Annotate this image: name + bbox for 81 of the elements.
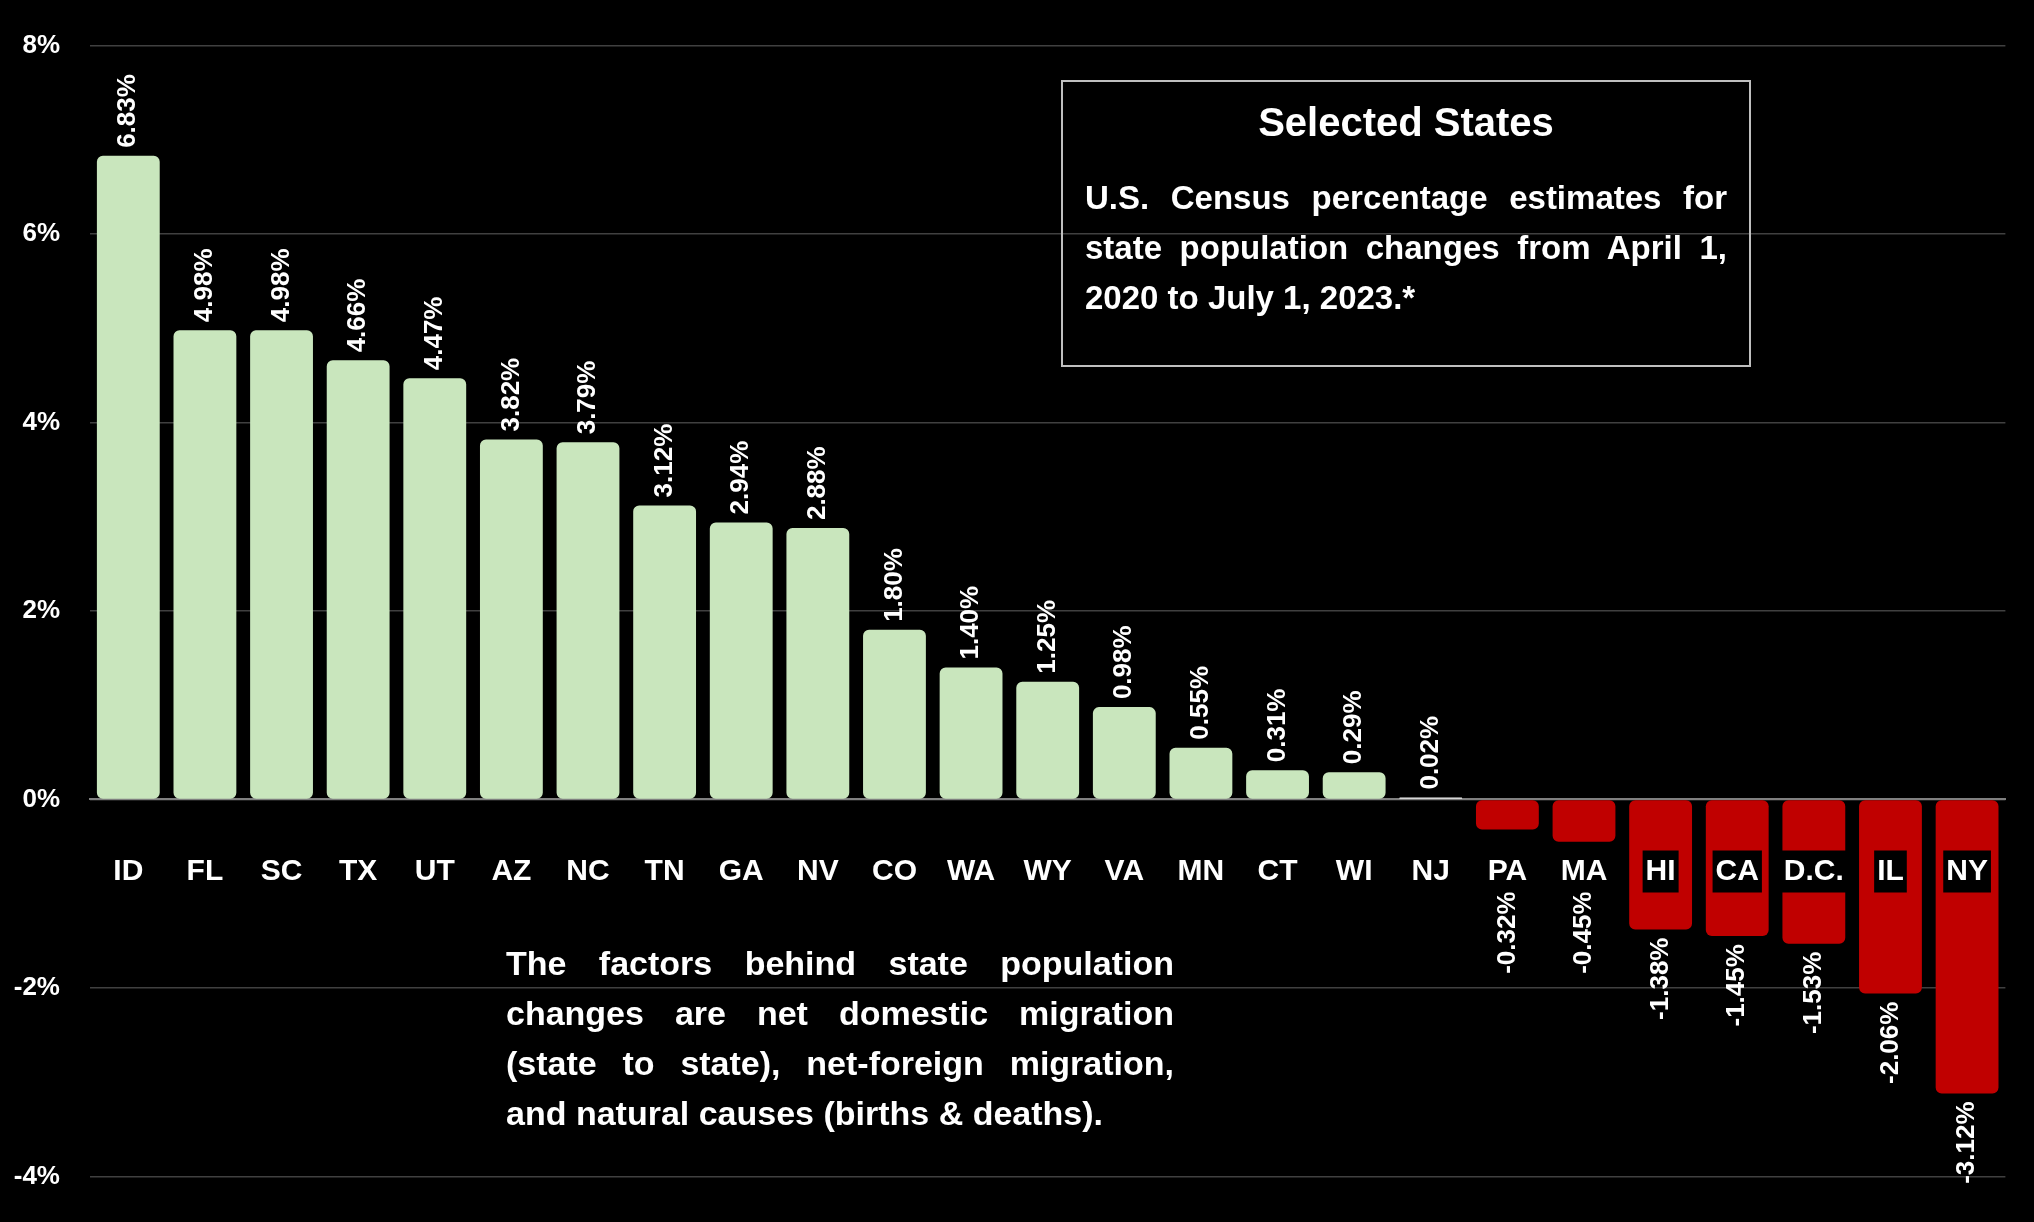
bar <box>326 360 390 799</box>
data-label: 1.40% <box>954 585 985 660</box>
y-tick-label: 0% <box>22 782 60 813</box>
x-tick-label: GA <box>718 852 764 886</box>
x-tick-label: VA <box>1104 852 1145 886</box>
bar <box>1859 800 1922 994</box>
x-tick-label: NJ <box>1411 852 1450 886</box>
x-tick-label: WY <box>1023 852 1072 886</box>
x-tick-label: TN <box>644 852 685 886</box>
bar <box>939 667 1003 799</box>
x-tick-label: FL <box>186 852 224 886</box>
x-tick-label: UT <box>414 852 455 886</box>
x-tick-label: WA <box>946 852 996 886</box>
data-label: 1.80% <box>877 548 908 622</box>
x-tick-label: SC <box>260 852 303 886</box>
data-label: -3.12% <box>1950 1101 1981 1184</box>
data-label: 2.88% <box>801 446 832 521</box>
data-label: -0.32% <box>1490 891 1521 974</box>
x-tick-label: CO <box>871 852 917 886</box>
data-label: 4.98% <box>188 248 219 323</box>
bar <box>1475 800 1539 830</box>
data-label: 0.29% <box>1337 690 1368 765</box>
bar <box>1552 800 1616 842</box>
x-tick-label: TX <box>338 852 378 886</box>
x-tick-label: MN <box>1177 852 1225 886</box>
x-tick-label: PA <box>1487 852 1528 886</box>
data-label: 4.98% <box>264 248 295 323</box>
x-tick-label: HI <box>1645 852 1676 886</box>
data-label: 3.12% <box>647 423 678 498</box>
data-label: 0.02% <box>1413 715 1444 790</box>
x-tick-label: ID <box>113 852 144 886</box>
x-tick-label: CA <box>1715 852 1759 886</box>
y-tick-label: 4% <box>22 405 60 436</box>
data-label: 0.31% <box>1260 688 1291 763</box>
bar <box>1016 681 1080 799</box>
data-label: 0.55% <box>1184 665 1215 740</box>
x-tick-label: AZ <box>491 852 532 886</box>
x-tick-label: D.C. <box>1783 852 1844 886</box>
data-label: -1.38% <box>1643 937 1674 1020</box>
data-label: 6.83% <box>111 74 142 148</box>
bar <box>173 330 237 799</box>
data-label: 4.47% <box>417 296 448 371</box>
x-tick-label: IL <box>1877 852 1904 886</box>
bar <box>403 378 467 799</box>
bar <box>96 155 160 799</box>
bar <box>556 442 620 799</box>
y-tick-label: 8% <box>22 28 60 59</box>
x-tick-label: CT <box>1257 852 1298 886</box>
x-tick-label: WI <box>1335 852 1373 886</box>
data-label: 2.94% <box>724 440 755 515</box>
data-label: 3.82% <box>494 357 525 432</box>
bar <box>863 629 926 799</box>
text: Selected States <box>1257 100 1555 145</box>
bar <box>250 330 313 799</box>
data-label: -2.06% <box>1873 1001 1904 1084</box>
bar <box>709 522 773 799</box>
data-label: -1.45% <box>1720 944 1751 1027</box>
x-tick-label: MA <box>1560 852 1608 886</box>
bar <box>1246 770 1309 799</box>
text: U.S. Census percentage estimates for state population changes from April 1, 2020 to July 1, 2023.* <box>1085 178 1727 318</box>
x-tick-label: NY <box>1946 852 1988 886</box>
bar <box>1169 747 1233 799</box>
bar <box>1322 772 1386 799</box>
data-label: -0.45% <box>1567 891 1598 974</box>
bar <box>786 528 850 799</box>
bar <box>633 505 697 799</box>
data-label: 0.98% <box>1107 625 1138 700</box>
x-tick-label: NV <box>797 852 839 886</box>
bar <box>1092 707 1156 799</box>
x-tick-label: NC <box>566 852 610 886</box>
annotation: The factors behind state population changes are net domestic migration (state to state), net-foreign migration, and natural causes (births & deaths). <box>506 943 1174 1134</box>
data-label: 3.79% <box>571 360 602 435</box>
data-label: 1.25% <box>1030 599 1061 674</box>
y-tick-label: -2% <box>13 971 60 1002</box>
y-tick-label: -4% <box>13 1159 60 1190</box>
bar <box>479 439 543 799</box>
y-tick-label: 2% <box>22 594 60 625</box>
y-tick-label: 6% <box>22 217 60 248</box>
data-label: 4.66% <box>341 278 372 353</box>
bar <box>1935 800 1999 1094</box>
data-label: -1.53% <box>1797 951 1828 1035</box>
